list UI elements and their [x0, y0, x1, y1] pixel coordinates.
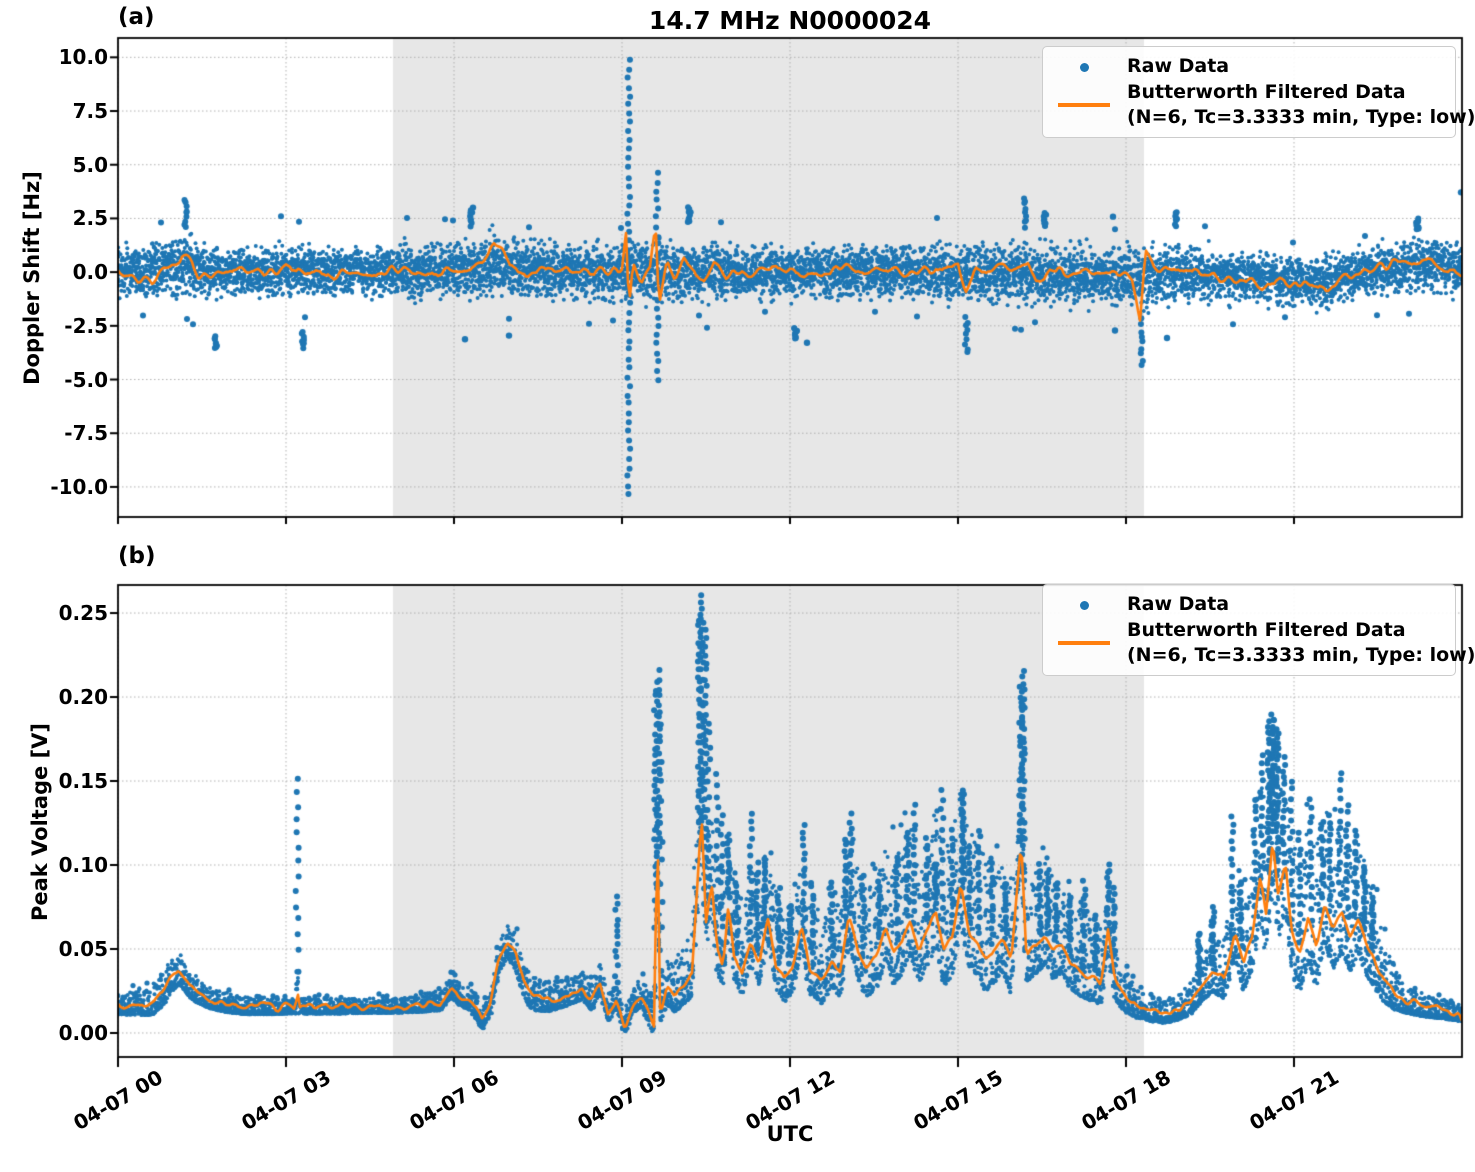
y-tick-label-panel-b: 0.25 [58, 601, 108, 626]
filtered-line-marker-icon [1055, 80, 1113, 130]
raw-data-dot-marker-icon [1055, 54, 1113, 80]
blue-dot-icon [1079, 600, 1089, 610]
y-tick-label-panel-a: -5.0 [64, 367, 108, 392]
filtered-line-marker-icon [1055, 618, 1113, 668]
y-tick-label-panel-a: 5.0 [72, 152, 108, 177]
orange-line-icon [1058, 641, 1110, 645]
legend-filtered-label: Butterworth Filtered Data (N=6, Tc=3.3333… [1127, 80, 1475, 129]
panel-b-label: (b) [118, 543, 156, 569]
orange-line-icon [1058, 103, 1110, 107]
legend-entry-raw-data: Raw Data [1055, 592, 1445, 618]
legend-raw-label: Raw Data [1127, 593, 1230, 615]
x-axis-label-utc: UTC [766, 1122, 814, 1146]
y-axis-label-peak-voltage: Peak Voltage [V] [28, 722, 52, 922]
legend-filtered-title: Butterworth Filtered Data [1127, 81, 1406, 103]
y-tick-label-panel-b: 0.20 [58, 685, 108, 710]
y-tick-label-panel-b: 0.00 [58, 1020, 108, 1045]
y-tick-label-panel-b: 0.10 [58, 853, 108, 877]
y-tick-label-panel-a: 0.0 [72, 260, 108, 285]
y-tick-label-panel-a: 2.5 [72, 206, 108, 231]
y-tick-label-panel-b: 0.05 [58, 936, 108, 961]
legend-filtered-params: (N=6, Tc=3.3333 min, Type: low) [1127, 105, 1475, 128]
chart-title: 14.7 MHz N0000024 [648, 6, 932, 35]
y-tick-label-panel-a: -7.5 [64, 421, 108, 446]
raw-data-dot-marker-icon [1055, 592, 1113, 618]
y-tick-label-panel-a: 10.0 [58, 45, 108, 70]
legend-filtered-params: (N=6, Tc=3.3333 min, Type: low) [1127, 643, 1475, 666]
legend-filtered-title: Butterworth Filtered Data [1127, 619, 1406, 641]
blue-dot-icon [1079, 62, 1089, 72]
legend-panel-b: Raw Data Butterworth Filtered Data (N=6, … [1042, 584, 1475, 676]
legend-entry-filtered-data: Butterworth Filtered Data (N=6, Tc=3.3333… [1055, 80, 1475, 130]
legend-panel-a: Raw Data Butterworth Filtered Data (N=6, … [1042, 46, 1475, 138]
y-tick-label-panel-b: 0.15 [58, 769, 108, 794]
legend-raw-label: Raw Data [1127, 55, 1230, 77]
y-tick-label-panel-a: -10.0 [50, 474, 108, 499]
legend-entry-raw-data: Raw Data [1055, 54, 1445, 80]
y-tick-label-panel-a: 7.5 [72, 99, 108, 124]
y-tick-label-panel-a: -2.5 [64, 313, 108, 338]
legend-entry-filtered-data: Butterworth Filtered Data (N=6, Tc=3.3333… [1055, 618, 1475, 668]
legend-filtered-label: Butterworth Filtered Data (N=6, Tc=3.3333… [1127, 618, 1475, 667]
panel-a-label: (a) [118, 4, 155, 30]
